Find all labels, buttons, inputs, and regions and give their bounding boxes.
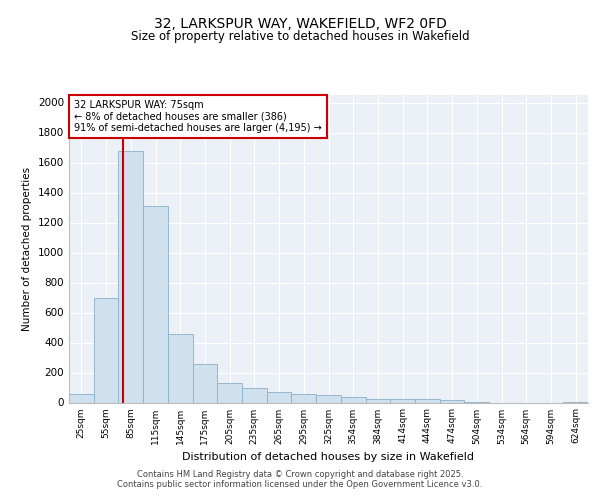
Text: Contains HM Land Registry data © Crown copyright and database right 2025.: Contains HM Land Registry data © Crown c…: [137, 470, 463, 479]
Bar: [292, 394, 316, 402]
Bar: [69, 394, 94, 402]
Bar: [94, 298, 118, 403]
Bar: [341, 396, 365, 402]
Bar: [118, 150, 143, 402]
Text: 32, LARKSPUR WAY, WAKEFIELD, WF2 0FD: 32, LARKSPUR WAY, WAKEFIELD, WF2 0FD: [154, 18, 446, 32]
Text: 32 LARKSPUR WAY: 75sqm
← 8% of detached houses are smaller (386)
91% of semi-det: 32 LARKSPUR WAY: 75sqm ← 8% of detached …: [74, 100, 322, 133]
Bar: [217, 383, 242, 402]
Bar: [143, 206, 168, 402]
Bar: [242, 388, 267, 402]
Bar: [365, 399, 390, 402]
Bar: [168, 334, 193, 402]
Bar: [267, 392, 292, 402]
Bar: [415, 399, 440, 402]
Bar: [316, 395, 341, 402]
Bar: [193, 364, 217, 403]
Bar: [440, 400, 464, 402]
Bar: [390, 399, 415, 402]
X-axis label: Distribution of detached houses by size in Wakefield: Distribution of detached houses by size …: [182, 452, 475, 462]
Text: Contains public sector information licensed under the Open Government Licence v3: Contains public sector information licen…: [118, 480, 482, 489]
Y-axis label: Number of detached properties: Number of detached properties: [22, 166, 32, 331]
Text: Size of property relative to detached houses in Wakefield: Size of property relative to detached ho…: [131, 30, 469, 43]
